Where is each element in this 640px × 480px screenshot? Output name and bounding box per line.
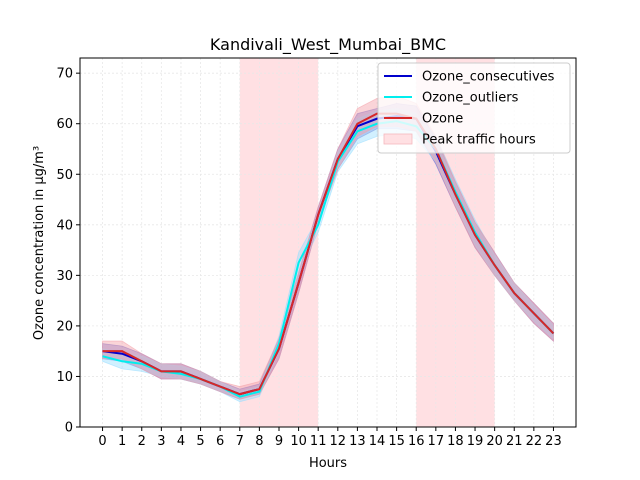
x-tick-label: 20 bbox=[486, 434, 503, 449]
y-tick-label: 30 bbox=[56, 269, 73, 284]
x-tick-label: 12 bbox=[330, 434, 347, 449]
legend: Ozone_consecutives Ozone_outliers Ozone Pea… bbox=[377, 62, 571, 154]
x-tick-label: 9 bbox=[275, 434, 283, 449]
y-axis-label: Ozone concentration in µg/m³ bbox=[32, 146, 47, 340]
x-axis-ticks: 0 1 2 3 4 5 6 7 8 9 10 11 12 13 14 15 16 17 18 19 20 21 22 23 bbox=[98, 427, 562, 449]
legend-label: Ozone_consecutives bbox=[422, 70, 555, 85]
y-tick-label: 20 bbox=[56, 319, 73, 334]
chart-title: Kandivali_West_Mumbai_BMC bbox=[210, 35, 446, 55]
y-tick-label: 0 bbox=[65, 421, 73, 436]
series-line-ozone-outliers bbox=[102, 120, 555, 398]
x-tick-label: 13 bbox=[349, 434, 366, 449]
x-tick-label: 19 bbox=[467, 434, 484, 449]
x-tick-label: 11 bbox=[310, 434, 327, 449]
x-tick-label: 3 bbox=[157, 434, 165, 449]
y-tick-label: 60 bbox=[56, 117, 73, 132]
y-tick-label: 40 bbox=[56, 218, 73, 233]
y-axis-ticks: 0 10 20 30 40 50 60 70 bbox=[56, 67, 80, 436]
legend-box bbox=[377, 62, 571, 154]
legend-label: Ozone bbox=[422, 112, 463, 127]
series-line-ozone bbox=[102, 112, 555, 396]
x-tick-label: 2 bbox=[138, 434, 146, 449]
legend-swatch bbox=[383, 133, 413, 145]
x-tick-label: 17 bbox=[428, 434, 445, 449]
y-tick-label: 10 bbox=[56, 370, 73, 385]
plot-frame bbox=[79, 57, 577, 428]
x-tick-label: 4 bbox=[177, 434, 185, 449]
legend-label: Ozone_outliers bbox=[422, 91, 519, 106]
x-tick-label: 21 bbox=[506, 434, 523, 449]
y-tick-label: 50 bbox=[56, 168, 73, 183]
x-tick-label: 6 bbox=[216, 434, 224, 449]
x-tick-label: 7 bbox=[236, 434, 244, 449]
confidence-bands bbox=[102, 95, 554, 403]
x-tick-label: 1 bbox=[118, 434, 126, 449]
x-tick-label: 10 bbox=[290, 434, 307, 449]
x-tick-label: 22 bbox=[526, 434, 543, 449]
x-axis-label: Hours bbox=[309, 456, 347, 471]
band-ozone bbox=[102, 95, 554, 400]
legend-label: Peak traffic hours bbox=[422, 133, 536, 148]
x-tick-label: 0 bbox=[98, 434, 106, 449]
x-tick-label: 8 bbox=[255, 434, 263, 449]
x-tick-label: 23 bbox=[545, 434, 562, 449]
y-tick-label: 70 bbox=[56, 67, 73, 82]
x-tick-label: 16 bbox=[408, 434, 425, 449]
x-tick-label: 18 bbox=[447, 434, 464, 449]
x-tick-label: 14 bbox=[369, 434, 386, 449]
series-lines bbox=[102, 112, 555, 398]
x-tick-label: 15 bbox=[388, 434, 405, 449]
x-tick-label: 5 bbox=[196, 434, 204, 449]
